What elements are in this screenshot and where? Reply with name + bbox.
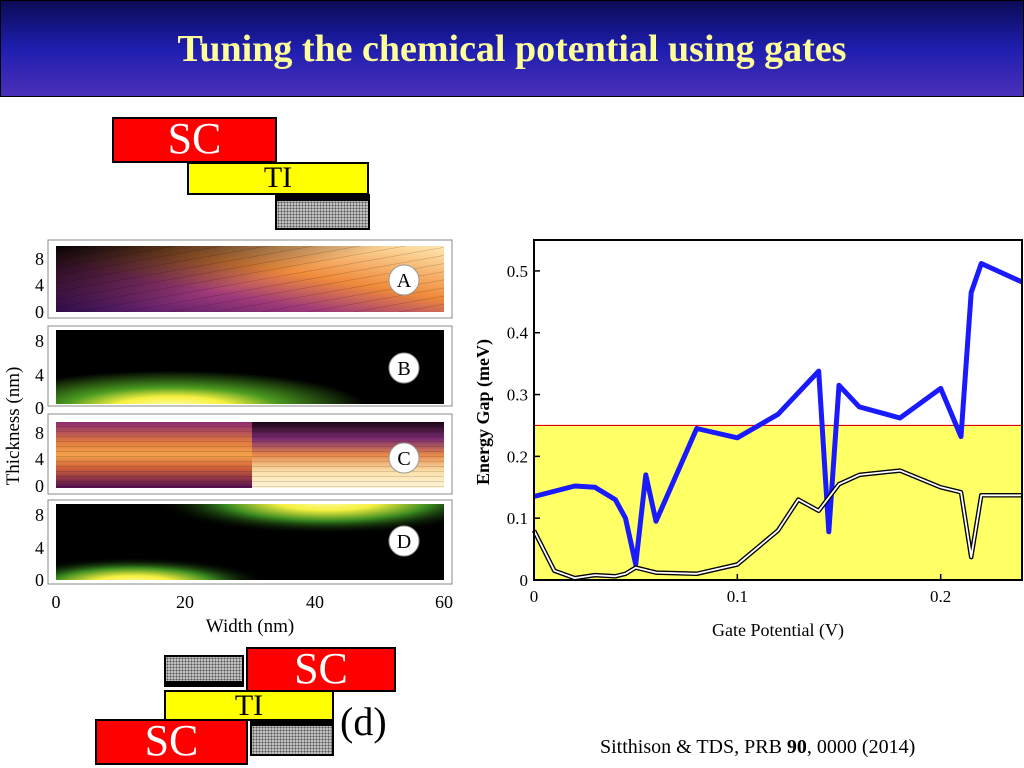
sc-label-lower: SC (144, 716, 199, 765)
panel-b: B (47, 325, 453, 407)
y-tick-d-0: 0 (35, 570, 44, 590)
plot-frame (533, 239, 1023, 581)
citation-rest: , 0000 (2014) (806, 736, 916, 758)
y-tick-a-4: 4 (35, 275, 44, 295)
y-tick-d-4: 4 (35, 538, 44, 558)
sc-block-lower-left: SC (95, 719, 248, 765)
gate-block-top (275, 194, 370, 230)
y-tick-c-8: 8 (35, 423, 44, 443)
panel-label-a: A (397, 270, 412, 292)
y-tick-a-8: 8 (35, 249, 44, 269)
ti-label-bottom: TI (234, 689, 264, 722)
x-tick-20: 20 (176, 592, 194, 612)
y-tick-label: 0.2 (507, 447, 528, 466)
y-tick-label: 0.5 (507, 262, 528, 281)
panel-a: A (47, 239, 453, 319)
y-tick-label: 0.3 (507, 386, 528, 405)
panel-c: C (47, 413, 453, 495)
ti-block-top: TI (187, 162, 369, 195)
chart-y-axis-label: Energy Gap (meV) (473, 339, 494, 485)
panel-label-d: D (397, 531, 411, 553)
y-tick-b-0: 0 (35, 398, 44, 418)
x-tick-label: 0 (530, 587, 539, 606)
gate-block-upper-left (164, 655, 244, 687)
y-tick-label: 0.1 (507, 509, 528, 528)
y-tick-label: 0.4 (507, 324, 529, 343)
gap-region (534, 425, 1022, 580)
series-0-line (533, 261, 1024, 567)
x-tick-label: 0.2 (930, 587, 951, 606)
y-tick-a-0: 0 (35, 302, 44, 322)
energy-gap-chart: 0 0.1 0.2 0.3 0.4 0.5 0 0.1 0.2 Gate Potential (… (473, 239, 1024, 641)
y-tick-c-0: 0 (35, 476, 44, 496)
panel-d: D (47, 499, 453, 585)
citation-authors: Sitthison & TDS, PRB (600, 736, 787, 758)
gate-block-lower-right (250, 720, 334, 756)
map-y-ticks: 8 4 0 8 4 0 8 4 0 8 4 0 (35, 249, 44, 590)
series-1-line (533, 469, 1022, 580)
x-tick-label: 0.1 (727, 587, 748, 606)
citation-volume: 90 (786, 736, 807, 758)
map-y-axis-label: Thickness (nm) (3, 367, 24, 486)
panel-label-b: B (397, 358, 410, 380)
chart-x-axis-label: Gate Potential (V) (712, 620, 844, 641)
y-tick-b-4: 4 (35, 365, 44, 385)
slide-title: Tuning the chemical potential using gate… (177, 28, 847, 70)
sc-block-upper-right: SC (246, 647, 396, 692)
x-tick-60: 60 (435, 592, 453, 612)
citation: Sitthison & TDS, PRB 90, 0000 (2014) (600, 736, 915, 759)
title-bar: Tuning the chemical potential using gate… (0, 0, 1024, 97)
sc-block-top: SC (112, 117, 277, 163)
y-tick-c-4: 4 (35, 449, 44, 469)
contour-maps-figure: A B C D 8 4 0 8 4 0 8 4 0 8 4 0 (3, 239, 454, 636)
sc-label-upper: SC (294, 644, 348, 693)
x-tick-0: 0 (52, 592, 61, 612)
y-tick-b-8: 8 (35, 331, 44, 351)
map-x-axis-label: Width (nm) (206, 616, 294, 636)
panel-label-c: C (397, 448, 410, 470)
map-x-ticks: 0 20 40 60 (52, 592, 454, 612)
y-tick-label: 0 (520, 571, 529, 590)
sc-label: SC (167, 114, 222, 163)
x-tick-40: 40 (306, 592, 324, 612)
ti-block-bottom: TI (164, 690, 334, 721)
panel-d-label: (d) (340, 699, 387, 744)
y-tick-d-8: 8 (35, 505, 44, 525)
ti-label: TI (263, 161, 293, 194)
